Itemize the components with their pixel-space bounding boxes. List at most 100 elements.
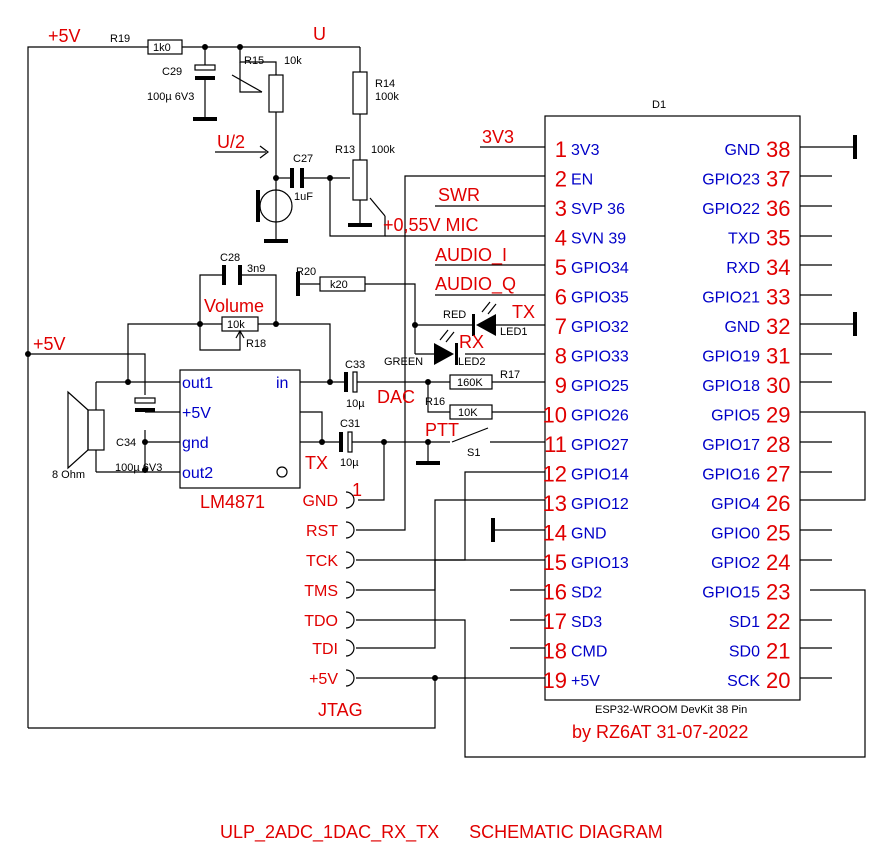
pin-23-number: 23 xyxy=(766,580,790,605)
jtag-pin-tck: TCK xyxy=(306,553,338,570)
pin-19-number: 19 xyxy=(543,668,567,693)
net-label-5v-top: +5V xyxy=(48,26,81,46)
pin-37-name: GPIO23 xyxy=(702,172,760,189)
pin-10-name: GPIO26 xyxy=(571,408,629,425)
r14-value: 100k xyxy=(375,91,399,103)
r17-ref: R17 xyxy=(500,369,520,381)
pin-1-name: 3V3 xyxy=(571,142,600,159)
r18-ref: R18 xyxy=(246,338,266,350)
r16-value: 10K xyxy=(458,407,478,419)
pin-3-number: 3 xyxy=(555,196,567,221)
pin-22-number: 22 xyxy=(766,609,790,634)
pin-37-number: 37 xyxy=(766,167,790,192)
c29-ref: C29 xyxy=(162,66,182,78)
pin-10-number: 10 xyxy=(543,403,567,428)
pin-38-name: GND xyxy=(724,142,760,159)
net-label-volume: Volume xyxy=(204,296,264,316)
c28-value: 3n9 xyxy=(247,263,265,275)
pin-32-number: 32 xyxy=(766,314,790,339)
pin-38-number: 38 xyxy=(766,137,790,162)
jtag-pin-rst: RST xyxy=(306,523,338,540)
pin-18-number: 18 xyxy=(543,639,567,664)
led2-color: GREEN xyxy=(384,356,423,368)
pin-7-number: 7 xyxy=(555,314,567,339)
pin-23-name: GPIO15 xyxy=(702,585,760,602)
pin-30-name: GPIO18 xyxy=(702,378,760,395)
pin-13-name: GPIO12 xyxy=(571,496,629,513)
pin-27-number: 27 xyxy=(766,462,790,487)
amp-out2: out2 xyxy=(182,465,213,482)
pin-34-name: RXD xyxy=(726,260,760,277)
pin-15-number: 15 xyxy=(543,550,567,575)
pin-30-number: 30 xyxy=(766,373,790,398)
pin-24-number: 24 xyxy=(766,550,790,575)
pin-6-number: 6 xyxy=(555,285,567,310)
wires xyxy=(27,46,866,758)
c34-value: 100µ 6V3 xyxy=(115,462,162,474)
pin-1-number: 1 xyxy=(555,137,567,162)
c31-ref: C31 xyxy=(340,418,360,430)
pin-31-number: 31 xyxy=(766,344,790,369)
amp-5v: +5V xyxy=(182,405,211,422)
pin-7-name: GPIO32 xyxy=(571,319,629,336)
led1-ref: LED1 xyxy=(500,326,528,338)
pin-14-name: GND xyxy=(571,526,607,543)
pin-2-name: EN xyxy=(571,172,593,189)
pin-3-name: SVP 36 xyxy=(571,201,625,218)
pin-2-number: 2 xyxy=(555,167,567,192)
pin-8-number: 8 xyxy=(555,344,567,369)
pin-24-name: GPIO2 xyxy=(711,555,760,572)
r14-ref: R14 xyxy=(375,78,395,90)
amp-in: in xyxy=(276,375,288,392)
pin-26-number: 26 xyxy=(766,491,790,516)
c33-value: 10µ xyxy=(346,398,365,410)
pin-19-name: +5V xyxy=(571,673,600,690)
pin-20-number: 20 xyxy=(766,668,790,693)
pin-20-name: SCK xyxy=(727,673,760,690)
amp-out1: out1 xyxy=(182,375,213,392)
c34-ref: C34 xyxy=(116,437,136,449)
pin-5-name: GPIO34 xyxy=(571,260,629,277)
net-label-tx-led: TX xyxy=(512,302,535,322)
pin-9-name: GPIO25 xyxy=(571,378,629,395)
c33-ref: C33 xyxy=(345,359,365,371)
net-label-one: 1 xyxy=(352,480,362,500)
net-label-u-half: U/2 xyxy=(217,132,245,152)
net-label-5v-left: +5V xyxy=(33,334,66,354)
diagram-title: ULP_2ADC_1DAC_RX_TX SCHEMATIC DIAGRAM xyxy=(220,822,663,843)
amp-part: LM4871 xyxy=(200,492,265,512)
pin-35-number: 35 xyxy=(766,226,790,251)
pin-13-number: 13 xyxy=(543,491,567,516)
module-name: ESP32-WROOM DevKit 38 Pin xyxy=(595,704,747,716)
pin-14-number: 14 xyxy=(543,521,567,546)
pin-5-number: 5 xyxy=(555,255,567,280)
r19-ref: R19 xyxy=(110,33,130,45)
r20-ref: R20 xyxy=(296,266,316,278)
pin-12-name: GPIO14 xyxy=(571,467,629,484)
c28-ref: C28 xyxy=(220,252,240,264)
pin-34-number: 34 xyxy=(766,255,790,280)
pin-25-number: 25 xyxy=(766,521,790,546)
pin-22-name: SD1 xyxy=(729,614,760,631)
net-label-dac: DAC xyxy=(377,387,415,407)
jtag-connector: GND RST TCK TMS TDO TDI +5V xyxy=(302,493,338,688)
r20-value: k20 xyxy=(330,279,348,291)
pin-6-name: GPIO35 xyxy=(571,290,629,307)
pin-29-name: GPIO5 xyxy=(711,408,760,425)
led2-ref: LED2 xyxy=(458,356,486,368)
pin-25-name: GPIO0 xyxy=(711,526,760,543)
net-labels: +5V U U/2 3V3 SWR +0,55V MIC AUDIO_I AUD… xyxy=(33,24,535,720)
pin-15-name: GPIO13 xyxy=(571,555,629,572)
net-label-swr: SWR xyxy=(438,185,480,205)
c31-value: 10µ xyxy=(340,457,359,469)
pin-11-name: GPIO27 xyxy=(571,437,629,454)
pin-27-name: GPIO16 xyxy=(702,467,760,484)
net-label-audio-i: AUDIO_I xyxy=(435,245,507,266)
amp-gnd: gnd xyxy=(182,435,209,452)
net-label-u: U xyxy=(313,24,326,44)
jtag-pin-tms: TMS xyxy=(304,583,338,600)
net-label-3v3: 3V3 xyxy=(482,127,514,147)
pin-26-name: GPIO4 xyxy=(711,496,760,513)
